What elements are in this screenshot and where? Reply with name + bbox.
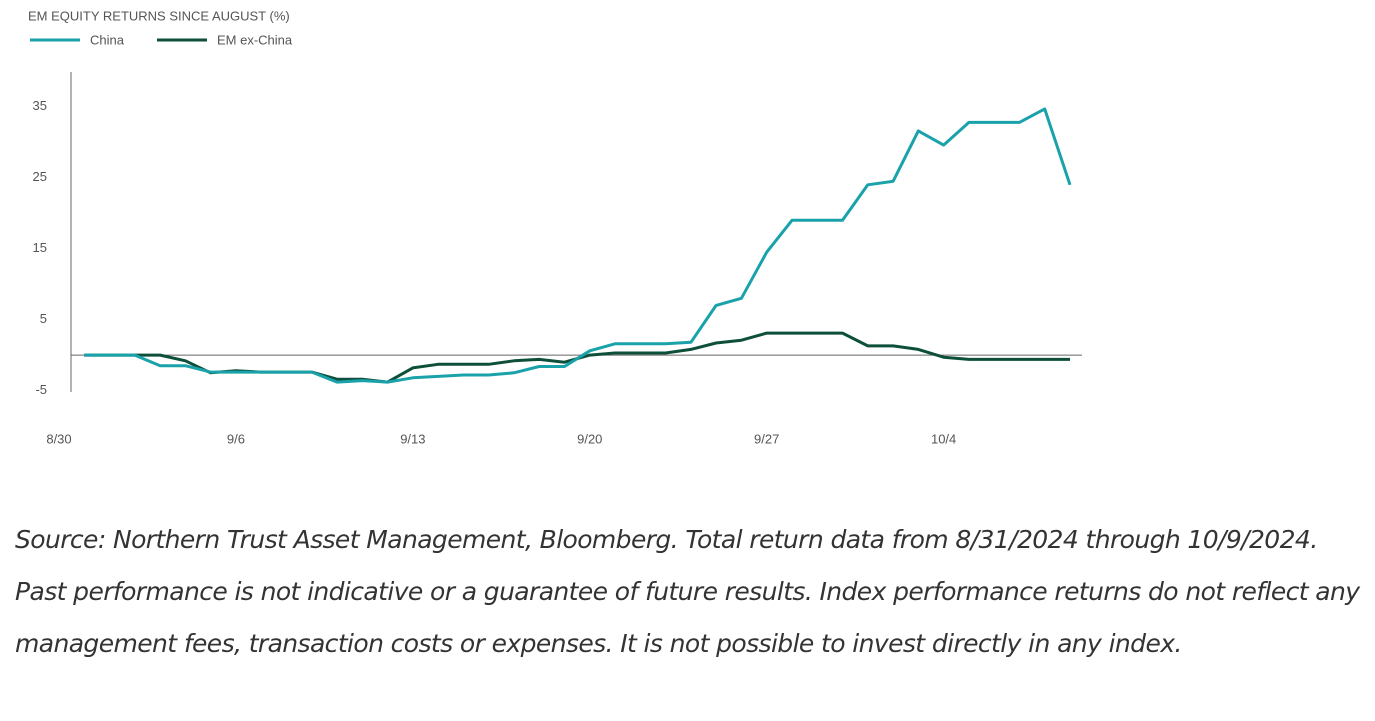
legend-label: EM ex-China	[217, 32, 293, 47]
y-tick-label: 25	[33, 169, 47, 184]
series-line	[84, 107, 1072, 384]
chart: EM EQUITY RETURNS SINCE AUGUST (%) -5 5 15…	[28, 8, 1082, 446]
x-tick-label: 10/4	[931, 431, 956, 446]
x-tick-label: 9/6	[227, 431, 245, 446]
legend-label: China	[90, 32, 125, 47]
y-tick-label: 15	[33, 240, 47, 255]
x-tick-label: 9/27	[754, 431, 779, 446]
chart-title: EM EQUITY RETURNS SINCE AUGUST (%)	[28, 8, 290, 23]
x-tick-label: 8/30	[46, 431, 71, 446]
caption: Source: Northern Trust Asset Management,…	[15, 525, 1360, 658]
x-tick-label: 9/20	[577, 431, 602, 446]
y-tick-label: -5	[35, 382, 47, 397]
y-tick-label: 5	[40, 311, 47, 326]
x-tick-label: 9/13	[400, 431, 425, 446]
y-tick-label: 35	[33, 98, 47, 113]
